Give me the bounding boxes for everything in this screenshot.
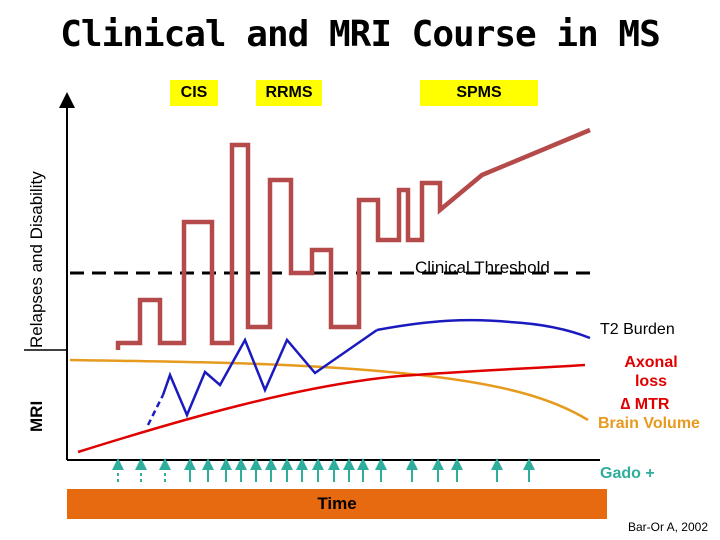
mtr-label: ∆ MTR bbox=[620, 396, 670, 413]
stage-spms-label: SPMS bbox=[456, 84, 502, 101]
axonal-loss-label: Axonal loss bbox=[624, 354, 678, 390]
axonal-loss-line bbox=[77, 363, 586, 454]
t2-burden-label: T2 Burden bbox=[600, 321, 675, 338]
time-label: Time bbox=[317, 494, 357, 513]
t2-burden-line bbox=[161, 328, 378, 419]
gado-label: Gado + bbox=[600, 465, 655, 482]
clinical-course-line bbox=[115, 127, 591, 350]
stage-rrms: RRMS bbox=[256, 80, 322, 106]
stage-cis-label: CIS bbox=[180, 84, 208, 101]
clinical-threshold-label: Clinical Threshold bbox=[415, 258, 550, 277]
page-title: Clinical and MRI Course in MS bbox=[60, 14, 661, 55]
stage-spms: SPMS bbox=[420, 80, 538, 106]
brain-volume-label: Brain Volume bbox=[598, 415, 700, 432]
source-citation: Bar-Or A, 2002 bbox=[627, 520, 708, 534]
gado-arrows bbox=[112, 458, 535, 482]
brain-volume-line bbox=[69, 358, 589, 422]
stage-rrms-label: RRMS bbox=[265, 84, 313, 101]
time-bar: Time bbox=[67, 489, 607, 519]
stage-cis: CIS bbox=[170, 80, 218, 106]
t2-burden-plateau bbox=[376, 318, 591, 340]
t2-burden-dashed bbox=[146, 394, 165, 426]
